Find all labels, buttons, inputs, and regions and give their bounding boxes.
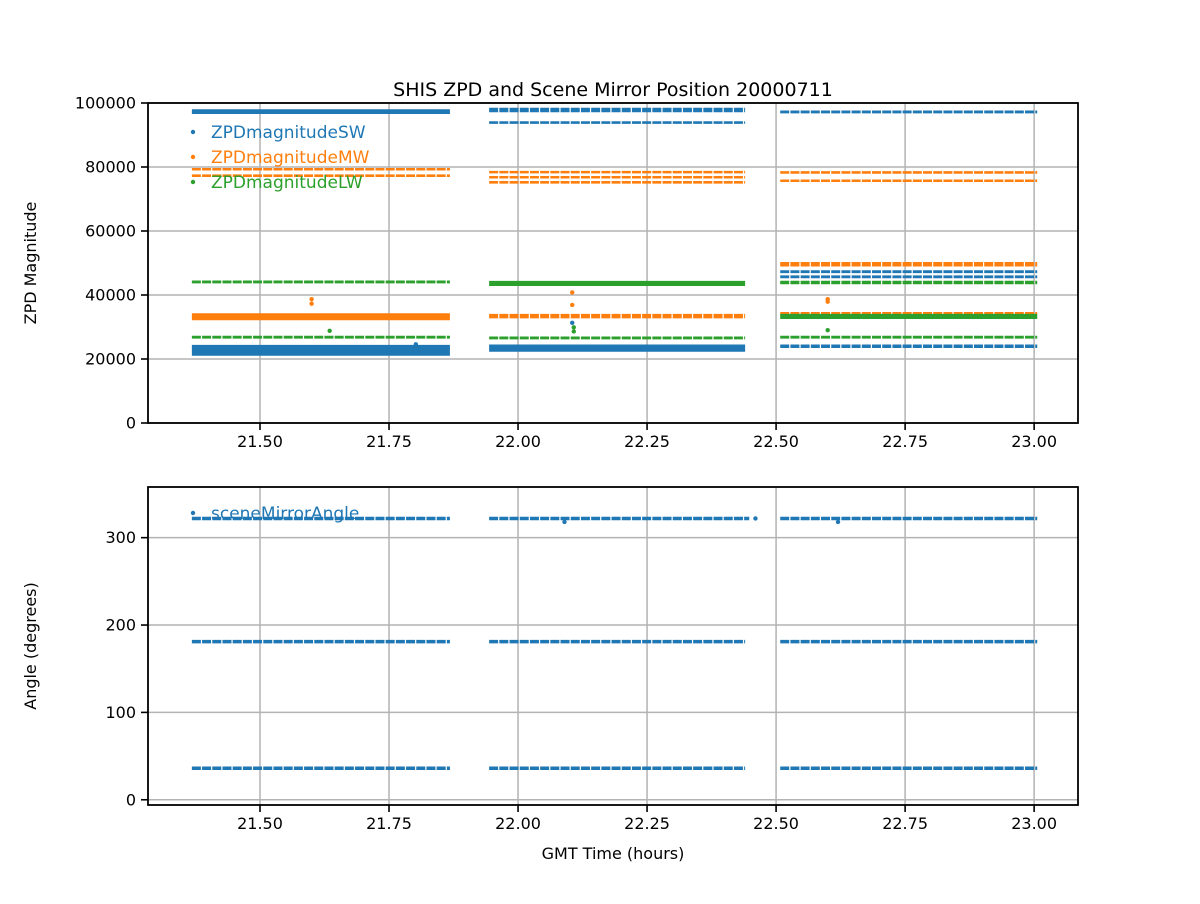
x-tick-label: 22.75 (882, 432, 928, 451)
legend-label: ZPDmagnitudeSW (211, 123, 366, 143)
x-tick-label: 22.25 (624, 432, 670, 451)
y-tick-label: 80000 (85, 158, 136, 177)
y-tick-label: 100000 (75, 94, 136, 113)
legend-label: ZPDmagnitudeMW (211, 148, 370, 168)
y-tick-label: 20000 (85, 350, 136, 369)
chart-title: SHIS ZPD and Scene Mirror Position 20000… (393, 79, 833, 101)
scatter-point (309, 301, 314, 306)
scatter-point (571, 325, 576, 330)
axes-frame (147, 486, 1079, 806)
legend-marker (190, 154, 196, 160)
x-tick-label: 21.75 (366, 432, 412, 451)
x-tick-label: 21.75 (366, 814, 412, 833)
top-y-axis-label: ZPD Magnitude (21, 202, 40, 325)
y-tick-label: 60000 (85, 222, 136, 241)
x-tick-label: 23.00 (1011, 432, 1057, 451)
scatter-point (562, 519, 567, 525)
legend-label: sceneMirrorAngle (211, 504, 359, 524)
legend-marker (190, 510, 196, 516)
x-tick-label: 22.75 (882, 814, 928, 833)
legend-marker (190, 179, 196, 185)
x-tick-label: 22.50 (753, 814, 799, 833)
y-tick-label: 100 (105, 703, 136, 722)
bottom-axes: 21.50 21.75 22.00 22.25 22.50 22.75 23.00 0 100 2… (105, 486, 1079, 833)
scatter-point (570, 290, 575, 295)
y-tick-label: 40000 (85, 286, 136, 305)
x-tick-label: 22.00 (495, 432, 541, 451)
x-tick-label: 22.25 (624, 814, 670, 833)
y-tick-label: 0 (126, 414, 136, 433)
scatter-point (309, 296, 314, 302)
y-tick-label: 0 (126, 790, 136, 809)
bottom-y-axis-label: Angle (degrees) (21, 582, 40, 710)
legend-label: ZPDmagnitudeLW (211, 173, 363, 193)
scatter-point (753, 516, 758, 521)
y-tick-label: 200 (105, 616, 136, 635)
scatter-point (570, 320, 575, 326)
x-tick-label: 22.50 (753, 432, 799, 451)
x-tick-label: 21.50 (237, 432, 283, 451)
legend-marker (190, 129, 196, 135)
y-tick-label: 300 (105, 528, 136, 547)
x-tick-label: 22.00 (495, 814, 541, 833)
scatter-point (327, 328, 332, 334)
scatter-point (571, 329, 576, 334)
scatter-point (825, 299, 830, 304)
axes-frame (147, 102, 1079, 424)
x-tick-label: 23.00 (1011, 814, 1057, 833)
top-axes: 21.50 21.75 22.00 22.25 22.50 22.75 23.00 0 2000… (75, 94, 1079, 451)
scatter-point (570, 302, 575, 308)
x-axis-label: GMT Time (hours) (542, 844, 685, 863)
scatter-point (835, 519, 841, 525)
x-tick-label: 21.50 (237, 814, 283, 833)
scatter-point (413, 342, 419, 347)
scatter-point (825, 328, 830, 333)
